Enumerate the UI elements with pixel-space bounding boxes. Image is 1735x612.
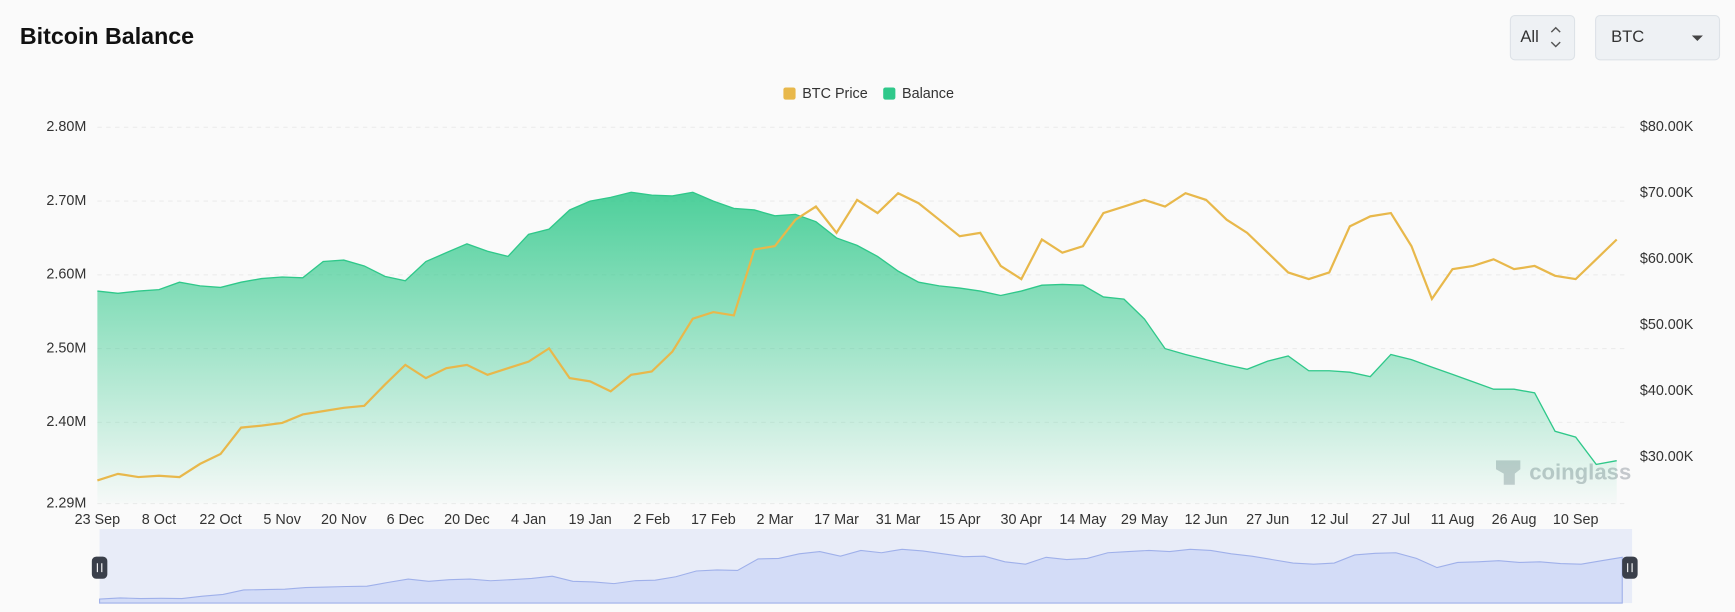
y-tick-label: 2.40M — [46, 414, 86, 430]
asset-label[interactable]: BTC — [1611, 27, 1644, 46]
x-tick-label: 5 Nov — [263, 512, 301, 528]
x-tick-label: 8 Oct — [142, 512, 176, 528]
range-button[interactable]: All — [1509, 14, 1576, 61]
legend-label: Balance — [902, 86, 954, 102]
legend-label: BTC Price — [802, 86, 868, 102]
y2-tick-label: $30.00K — [1640, 449, 1694, 465]
series-line — [97, 191, 1617, 466]
x-tick-label: 17 Feb — [691, 512, 736, 528]
x-tick-label: 19 Jan — [569, 512, 612, 528]
x-tick-label: 12 Jun — [1185, 512, 1228, 528]
series-line — [97, 191, 1618, 482]
navigator — [91, 528, 1638, 604]
y-tick-label: 2.50M — [46, 340, 86, 356]
x-tick-label: 4 Jan — [511, 512, 546, 528]
x-tick-label: 29 May — [1121, 512, 1169, 528]
x-tick-label: 31 Mar — [876, 512, 921, 528]
asset-select[interactable]: BTC — [1595, 14, 1721, 61]
y2-tick-label: $80.00K — [1640, 119, 1694, 135]
x-tick-label: 27 Jul — [1372, 512, 1410, 528]
x-tick-label: 12 Jul — [1310, 512, 1348, 528]
handle-grip — [1627, 563, 1633, 573]
x-tick-label: 17 Mar — [814, 512, 859, 528]
x-tick-label: 14 May — [1059, 512, 1107, 528]
x-tick-label: 26 Aug — [1492, 512, 1537, 528]
navigator-handle[interactable] — [91, 556, 108, 579]
y-tick-label: 2.80M — [46, 119, 86, 135]
x-tick-label: 20 Dec — [444, 512, 490, 528]
navigator-area — [99, 548, 1623, 604]
legend-swatch — [783, 87, 796, 100]
handle[interactable] — [1622, 556, 1638, 579]
x-tick-label: 30 Apr — [1001, 512, 1043, 528]
x-tick-label: 11 Aug — [1431, 512, 1475, 528]
page-title: Bitcoin Balance — [20, 23, 194, 49]
x-tick-label: 6 Dec — [387, 512, 425, 528]
y-tick-label: 2.29M — [46, 495, 86, 511]
y2-tick-label: $70.00K — [1640, 185, 1694, 201]
handle[interactable] — [91, 556, 108, 579]
navigator-handle[interactable] — [1622, 556, 1638, 579]
x-tick-label: 2 Mar — [757, 512, 794, 528]
range-label[interactable]: All — [1520, 27, 1538, 46]
y2-tick-label: $40.00K — [1640, 383, 1694, 399]
x-tick-label: 22 Oct — [199, 512, 241, 528]
x-tick-label: 10 Sep — [1553, 512, 1599, 528]
y-tick-label: 2.70M — [46, 193, 86, 209]
y-tick-label: 2.60M — [46, 267, 86, 283]
handle-grip — [96, 563, 103, 573]
x-tick-label: 15 Apr — [939, 512, 981, 528]
x-tick-label: 23 Sep — [75, 512, 121, 528]
y2-tick-label: $50.00K — [1640, 317, 1694, 333]
x-tick-label: 27 Jun — [1246, 512, 1289, 528]
balance-area — [97, 192, 1617, 504]
y2-tick-label: $60.00K — [1640, 251, 1694, 267]
legend: BTC Price Balance — [783, 86, 954, 102]
x-tick-label: 20 Nov — [321, 512, 367, 528]
x-tick-label: 2 Feb — [633, 512, 670, 528]
legend-swatch — [883, 87, 896, 100]
